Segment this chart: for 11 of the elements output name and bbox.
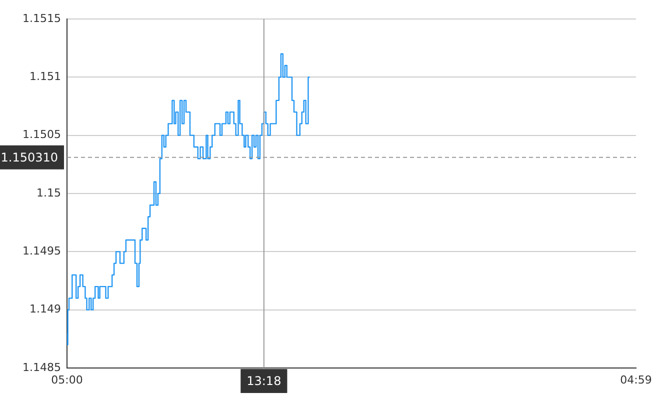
ref-line-label: 13:18 xyxy=(246,374,282,388)
y-tick-label: 1.1515 xyxy=(22,12,61,25)
x-tick-label: 05:00 xyxy=(51,373,83,386)
y-tick-label: 1.1505 xyxy=(22,128,61,142)
y-tick-label: 1.151 xyxy=(30,70,61,84)
y-tick-label: 1.1485 xyxy=(22,360,61,374)
x-tick-label: 04:59 xyxy=(620,373,652,386)
y-tick-label: 1.149 xyxy=(30,302,61,316)
y-tick-label: 1.1495 xyxy=(22,244,61,258)
ref-line-label: 1.150310 xyxy=(0,150,58,165)
y-tick-label: 1.15 xyxy=(36,186,61,200)
